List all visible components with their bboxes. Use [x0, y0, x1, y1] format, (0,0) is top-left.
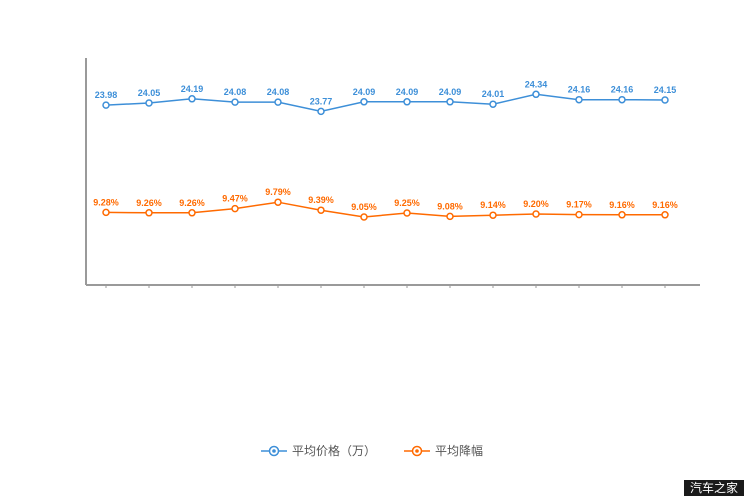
svg-text:24.01: 24.01	[482, 89, 505, 99]
svg-text:23.98: 23.98	[95, 90, 118, 100]
svg-text:9.17%: 9.17%	[566, 200, 592, 210]
legend-label-average-discount: 平均降幅	[435, 444, 484, 458]
svg-text:9.28%: 9.28%	[93, 197, 119, 207]
svg-text:24.09: 24.09	[353, 87, 376, 97]
svg-text:24.16: 24.16	[611, 85, 634, 95]
legend-item-average-price[interactable]: 平均价格（万）	[260, 442, 376, 459]
svg-text:9.14%: 9.14%	[480, 200, 506, 210]
svg-text:24.05: 24.05	[138, 88, 161, 98]
svg-text:24.34: 24.34	[525, 79, 548, 89]
orange-line-marker-icon	[404, 445, 430, 457]
chart-legend: 平均价格（万） 平均降幅	[0, 442, 744, 459]
svg-text:24.08: 24.08	[224, 87, 247, 97]
svg-text:24.16: 24.16	[568, 85, 591, 95]
watermark-autohome: 汽车之家	[683, 480, 744, 496]
svg-text:9.16%: 9.16%	[609, 200, 635, 210]
svg-text:9.16%: 9.16%	[652, 200, 678, 210]
svg-text:9.39%: 9.39%	[308, 195, 334, 205]
svg-text:9.79%: 9.79%	[265, 187, 291, 197]
svg-text:24.09: 24.09	[439, 87, 462, 97]
svg-text:24.08: 24.08	[267, 87, 290, 97]
svg-text:9.08%: 9.08%	[437, 201, 463, 211]
svg-text:9.25%: 9.25%	[394, 198, 420, 208]
legend-label-average-price: 平均价格（万）	[291, 444, 376, 458]
legend-item-average-discount[interactable]: 平均降幅	[404, 442, 483, 459]
blue-line-marker-icon	[260, 445, 287, 457]
svg-text:9.20%: 9.20%	[523, 199, 549, 209]
svg-text:24.09: 24.09	[396, 87, 419, 97]
svg-text:9.05%: 9.05%	[351, 202, 377, 212]
svg-text:24.19: 24.19	[181, 84, 204, 94]
svg-text:24.15: 24.15	[654, 85, 677, 95]
svg-text:9.47%: 9.47%	[222, 194, 248, 204]
svg-text:9.26%: 9.26%	[179, 198, 205, 208]
svg-text:9.26%: 9.26%	[136, 198, 162, 208]
svg-text:23.77: 23.77	[310, 96, 333, 106]
line-chart-canvas: 23.98 24.05 24.19 24.08 24.08 23.77 24.09 24.09…	[85, 58, 700, 288]
